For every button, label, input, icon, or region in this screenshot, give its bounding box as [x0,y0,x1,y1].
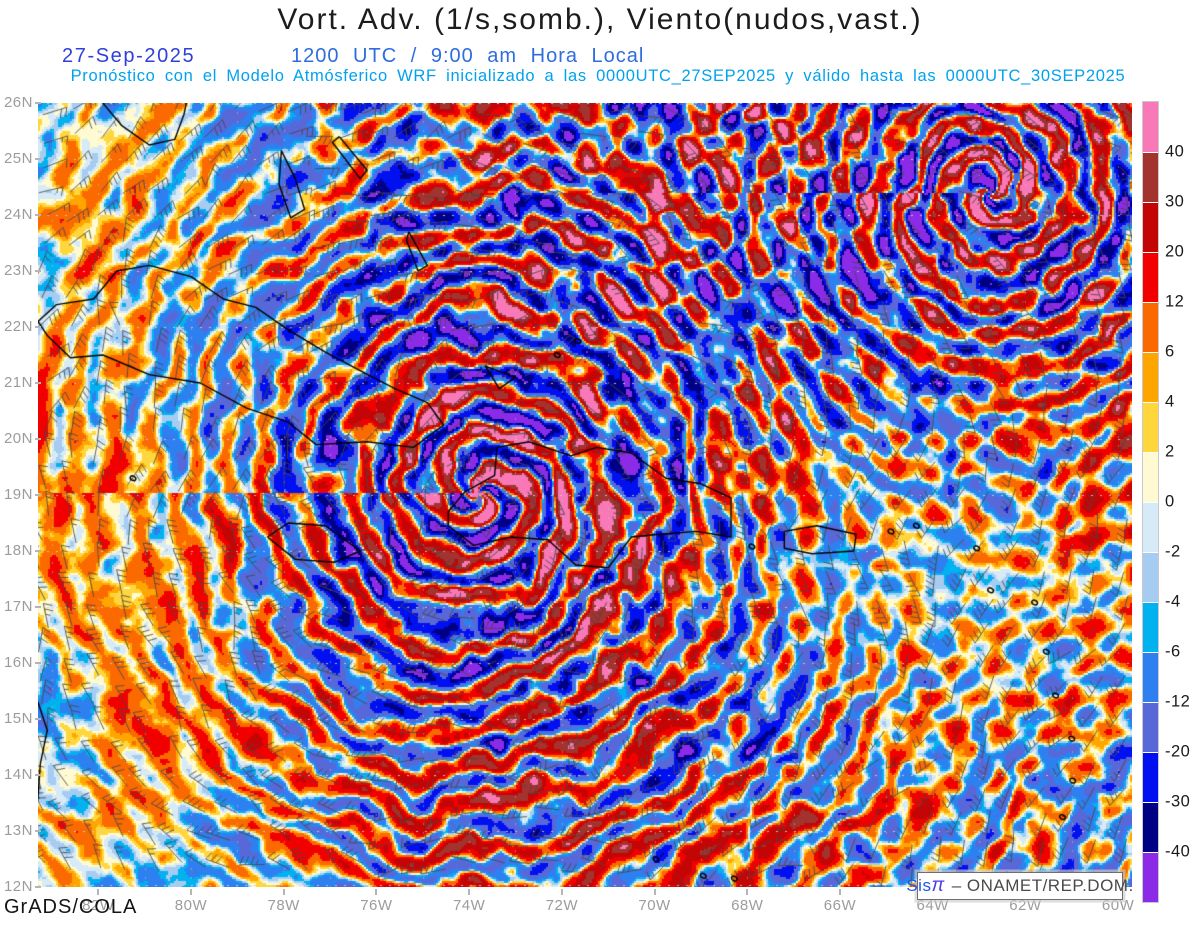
y-axis-label: 23N [3,262,33,279]
y-axis-tick [35,438,41,440]
colorbar-label: -12 [1165,692,1191,711]
y-axis-label: 13N [3,822,33,839]
colorbar-label: 12 [1165,292,1185,311]
colorbar-segment [1143,452,1158,502]
x-axis-label: 62W [1009,897,1042,914]
y-axis-tick [35,270,41,272]
attribution-box: Sisπ – ONAMET/REP.DOM. [906,872,1133,900]
y-axis-tick [35,830,41,832]
colorbar [1142,101,1159,903]
map-area [38,103,1132,887]
y-axis-tick [35,886,41,888]
x-axis-label: 66W [823,897,857,914]
x-axis-label: 74W [452,897,486,914]
y-axis-tick [35,662,41,664]
y-axis-label: 22N [3,318,33,335]
colorbar-segment [1143,352,1158,402]
colorbar-segment [1143,402,1158,452]
y-axis-label: 18N [3,542,33,559]
sis-brand-prefix: Sis [906,876,932,895]
y-axis-label: 19N [3,486,33,503]
colorbar-segment [1143,652,1158,702]
y-axis-label: 17N [3,598,33,615]
y-axis-tick [35,326,41,328]
x-axis-label: 64W [916,897,949,914]
x-axis-tick [97,889,100,895]
colorbar-label: 0 [1165,492,1175,511]
colorbar-label: 4 [1165,392,1175,411]
colorbar-label: 40 [1165,142,1185,161]
y-axis-label: 24N [3,206,33,223]
colorbar-segment [1143,552,1158,602]
colorbar-segment [1143,302,1158,352]
x-axis-label: 80W [174,897,208,914]
y-axis-label: 14N [3,766,33,783]
x-axis-tick [468,889,471,895]
page-title: Vort. Adv. (1/s,somb.), Viento(nudos,vas… [277,3,923,36]
vorticity-wind-map-canvas [38,103,1132,887]
x-axis-tick [560,889,563,895]
grads-credit: GrADS/COLA [4,896,138,918]
y-axis-tick [35,774,41,776]
x-axis-label: 68W [731,897,764,914]
y-axis-tick [35,214,41,216]
y-axis-label: 25N [3,150,33,167]
colorbar-segment [1143,102,1158,152]
colorbar-segment [1143,852,1158,902]
y-axis-tick [35,550,41,552]
y-axis-tick [35,494,41,496]
y-axis-label: 20N [3,430,33,447]
sis-brand: Sisπ [906,875,944,897]
colorbar-segment [1143,752,1158,802]
colorbar-label: -4 [1165,592,1181,611]
colorbar-label: -2 [1165,542,1181,561]
y-axis-label: 15N [3,710,33,727]
x-axis-label: 82W [82,897,115,914]
x-axis-tick [653,889,656,895]
colorbar-segment [1143,202,1158,252]
x-axis-label: 76W [360,897,393,914]
x-axis-tick [189,889,192,895]
x-axis-label: 60W [1101,897,1135,914]
pi-symbol: π [931,875,945,896]
colorbar-label: -30 [1165,792,1191,811]
colorbar-segment [1143,252,1158,302]
y-axis-tick [35,158,41,160]
colorbar-segment [1143,702,1158,752]
x-axis-tick [838,889,841,895]
x-axis-label: 78W [267,897,300,914]
forecast-note: Pronóstico con el Modelo Atmósferico WRF… [70,67,1126,85]
colorbar-label: 30 [1165,192,1185,211]
x-axis-label: 70W [638,897,671,914]
colorbar-segment [1143,502,1158,552]
y-axis-tick [35,606,41,608]
y-axis-label: 16N [3,654,33,671]
y-axis-label: 12N [3,878,33,895]
colorbar-segment [1143,602,1158,652]
colorbar-label: -20 [1165,742,1191,761]
x-axis-tick [282,889,285,895]
y-axis-label: 26N [3,94,33,111]
y-axis-tick [35,102,41,104]
x-axis-label: 72W [545,897,578,914]
run-date-label: 27-Sep-2025 [62,45,196,67]
colorbar-segment [1143,152,1158,202]
attribution-text: – ONAMET/REP.DOM. [951,876,1134,895]
colorbar-label: -40 [1165,842,1191,861]
y-axis-label: 21N [3,374,33,391]
y-axis-tick [35,718,41,720]
colorbar-segment [1143,802,1158,852]
x-axis-tick [746,889,749,895]
y-axis-tick [35,382,41,384]
colorbar-label: 2 [1165,442,1175,461]
valid-time-label: 1200 UTC / 9:00 am Hora Local [291,45,645,67]
colorbar-label: 20 [1165,242,1185,261]
colorbar-label: -6 [1165,642,1181,661]
x-axis-tick [375,889,378,895]
colorbar-label: 6 [1165,342,1175,361]
